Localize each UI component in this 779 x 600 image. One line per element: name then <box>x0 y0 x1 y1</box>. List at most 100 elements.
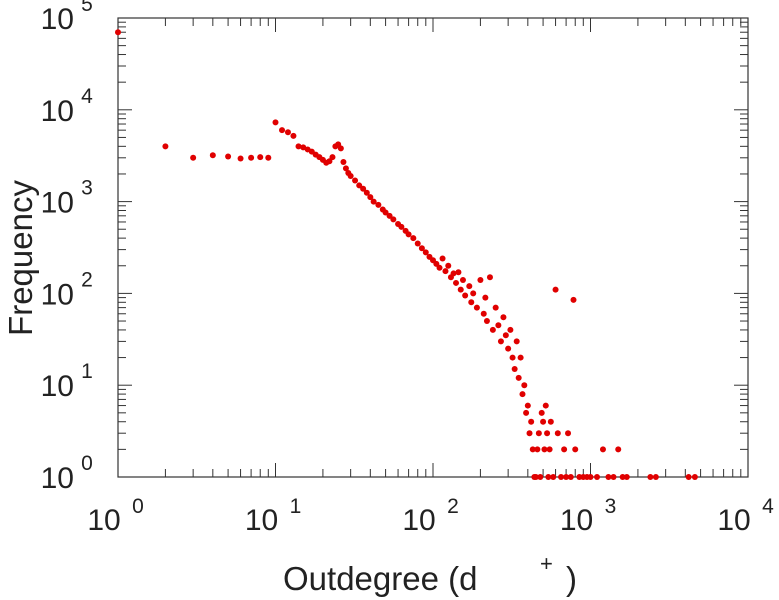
data-point <box>272 119 279 126</box>
data-point <box>248 154 255 161</box>
data-point <box>528 418 535 425</box>
data-point <box>337 145 344 152</box>
data-point <box>623 474 630 480</box>
data-point <box>505 345 512 352</box>
data-point <box>356 182 363 189</box>
data-point <box>340 159 347 166</box>
data-point <box>422 249 429 256</box>
data-point <box>370 198 377 205</box>
data-point <box>552 286 559 293</box>
x-tick-base: 10 <box>717 504 750 537</box>
data-point <box>567 474 574 480</box>
data-point <box>565 430 572 437</box>
data-point <box>497 338 504 345</box>
data-point <box>433 260 440 267</box>
data-point <box>386 212 393 219</box>
data-point <box>489 326 496 333</box>
data-point <box>265 154 272 161</box>
data-point <box>534 446 541 453</box>
data-point <box>545 474 552 480</box>
x-tick-exponent: 1 <box>290 495 302 518</box>
x-tick-exponent: 2 <box>447 495 459 518</box>
data-point <box>414 240 421 247</box>
data-point <box>375 201 382 208</box>
data-point <box>691 474 698 480</box>
data-point <box>295 143 302 150</box>
data-point <box>542 402 549 409</box>
y-tick-exponent: 2 <box>81 268 93 291</box>
data-point <box>561 446 568 453</box>
data-point <box>459 276 466 283</box>
data-point <box>524 402 531 409</box>
data-points <box>115 29 698 480</box>
x-axis-label-superscript: + <box>540 551 553 576</box>
data-point <box>279 127 286 134</box>
data-point <box>477 276 484 283</box>
data-point <box>453 279 460 286</box>
data-point <box>523 409 530 416</box>
data-point <box>507 326 514 333</box>
data-point <box>190 154 197 161</box>
data-point <box>511 366 518 373</box>
data-point <box>544 430 551 437</box>
data-point <box>619 474 626 480</box>
data-point <box>685 474 692 480</box>
data-point <box>367 194 374 201</box>
data-point <box>225 153 232 160</box>
x-axis-label: Outdegree (d <box>283 560 477 597</box>
data-point <box>457 286 464 293</box>
data-point <box>209 152 216 159</box>
data-point <box>500 314 507 321</box>
y-tick-exponent: 4 <box>81 85 93 108</box>
data-point <box>418 245 425 252</box>
y-tick-label: 10 1 <box>41 360 93 403</box>
data-point <box>605 474 612 480</box>
data-point <box>342 165 349 172</box>
x-axis-label-close: ) <box>566 560 577 597</box>
y-tick-label: 10 4 <box>41 85 94 128</box>
data-point <box>473 304 480 311</box>
data-point <box>398 223 405 230</box>
data-point <box>546 446 553 453</box>
data-point <box>532 474 539 480</box>
data-point <box>455 269 462 276</box>
y-tick-base: 10 <box>41 462 74 495</box>
plot-frame <box>117 17 749 478</box>
data-point <box>554 430 561 437</box>
data-point <box>547 418 554 425</box>
data-point <box>521 382 528 389</box>
y-tick-base: 10 <box>41 3 74 36</box>
y-tick-exponent: 1 <box>81 360 93 383</box>
data-point <box>470 290 477 297</box>
data-point <box>540 418 547 425</box>
x-tick-base: 10 <box>87 504 120 537</box>
data-point <box>529 446 536 453</box>
x-tick-label: 10 3 <box>560 495 617 537</box>
data-point <box>594 474 601 480</box>
data-point <box>538 409 545 416</box>
data-point <box>390 216 397 223</box>
x-tick-label: 10 2 <box>402 495 459 537</box>
y-tick-base: 10 <box>41 187 74 220</box>
data-point <box>257 154 264 161</box>
y-tick-label: 10 5 <box>41 0 93 36</box>
x-tick-base: 10 <box>402 504 435 537</box>
y-axis-label: Frequency <box>2 180 39 336</box>
data-point <box>442 268 449 275</box>
data-point <box>347 173 354 180</box>
data-point <box>482 294 489 301</box>
x-tick-label: 10 4 <box>717 495 774 537</box>
data-point <box>526 430 533 437</box>
x-tick-labels: 10 0 10 1 10 2 10 3 10 4 <box>87 495 774 537</box>
data-point <box>382 209 389 216</box>
data-point <box>537 474 544 480</box>
data-point <box>558 474 565 480</box>
data-point <box>517 354 524 361</box>
data-point <box>587 474 594 480</box>
data-point <box>652 474 659 480</box>
data-point <box>515 374 522 381</box>
x-tick-exponent: 0 <box>132 495 144 518</box>
data-point <box>436 264 443 271</box>
data-point <box>610 474 617 480</box>
